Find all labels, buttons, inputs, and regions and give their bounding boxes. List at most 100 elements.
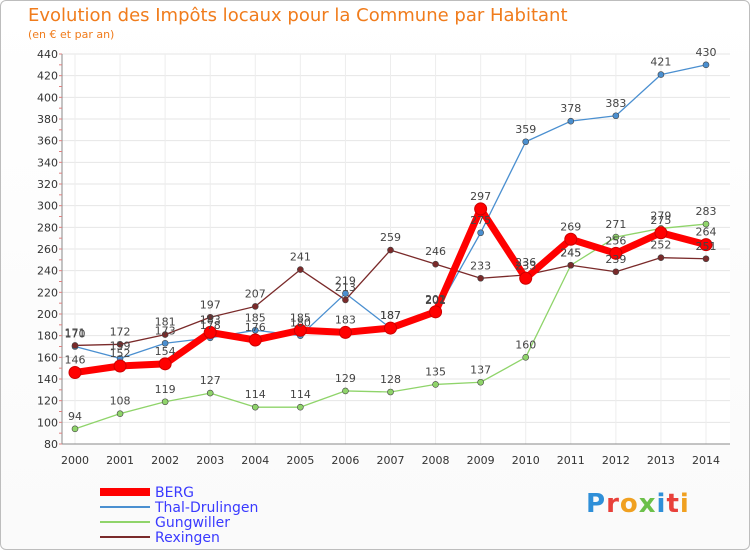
data-label: 183 <box>335 313 356 326</box>
data-point <box>387 246 394 254</box>
data-label: 378 <box>560 102 581 115</box>
data-label: 152 <box>110 347 131 360</box>
data-label: 178 <box>200 319 221 332</box>
data-label: 128 <box>380 373 401 386</box>
data-label: 256 <box>605 234 626 247</box>
logo-letter: P <box>586 489 607 519</box>
data-point <box>248 333 262 347</box>
data-label: 159 <box>110 339 131 352</box>
data-label: 245 <box>560 246 581 259</box>
data-label: 180 <box>290 317 311 330</box>
data-point <box>612 112 620 120</box>
data-point <box>71 342 79 349</box>
data-label: 239 <box>605 253 626 266</box>
data-point <box>116 341 124 348</box>
data-label: 171 <box>65 326 86 339</box>
data-label: 201 <box>425 294 446 307</box>
data-point <box>612 233 620 241</box>
data-point <box>113 359 127 373</box>
data-label: 185 <box>290 311 311 324</box>
data-point <box>251 303 259 310</box>
data-point <box>161 398 169 406</box>
data-point <box>654 226 668 240</box>
data-point <box>702 61 710 69</box>
y-tick-label: 180 <box>37 330 58 343</box>
chart-title: Evolution des Impôts locaux pour la Comm… <box>28 5 568 26</box>
data-point <box>297 266 304 273</box>
x-tick-label: 2013 <box>647 454 675 467</box>
data-label: 264 <box>696 226 717 239</box>
x-tick-label: 2012 <box>602 454 630 467</box>
data-point <box>338 325 352 339</box>
x-tick-label: 2000 <box>61 454 89 467</box>
x-tick-label: 2003 <box>196 454 224 467</box>
logo-letter: t <box>666 489 680 519</box>
data-label: 251 <box>696 240 717 253</box>
x-tick-label: 2004 <box>241 454 269 467</box>
data-label: 146 <box>65 354 86 367</box>
data-label: 236 <box>515 256 536 269</box>
data-label: 233 <box>470 259 491 272</box>
data-label: 269 <box>560 220 581 233</box>
data-point <box>612 268 620 276</box>
x-tick-label: 2011 <box>557 454 585 467</box>
data-point <box>384 321 397 335</box>
data-label: 202 <box>425 293 446 306</box>
data-label: 283 <box>696 205 717 218</box>
data-label: 252 <box>650 239 671 252</box>
data-label: 119 <box>155 383 176 396</box>
data-point <box>522 138 530 146</box>
logo-letter: r <box>606 489 620 519</box>
y-tick-label: 340 <box>37 156 58 169</box>
data-point <box>477 378 484 386</box>
y-tick-label: 120 <box>37 395 58 408</box>
data-label: 246 <box>425 245 446 258</box>
data-point <box>609 246 623 260</box>
y-tick-label: 440 <box>37 48 58 61</box>
data-label: 137 <box>470 363 491 376</box>
data-point <box>251 403 259 411</box>
x-tick-label: 2014 <box>692 454 720 467</box>
legend-label: Thal-Drulingen <box>154 500 258 516</box>
data-label: 183 <box>200 313 221 326</box>
data-point <box>522 354 530 361</box>
data-point <box>519 271 533 285</box>
data-label: 219 <box>335 274 356 287</box>
data-label: 245 <box>560 246 581 259</box>
axes: 80 100 120 140 160 180 200 220 240 260 280 300 320 34… <box>37 48 730 467</box>
y-tick-label: 220 <box>37 286 58 299</box>
x-tick-label: 2002 <box>151 454 179 467</box>
y-tick-label: 140 <box>37 373 58 386</box>
data-point <box>161 331 169 338</box>
data-label: 233 <box>515 259 536 272</box>
data-label: 275 <box>470 214 491 227</box>
data-point <box>203 325 217 339</box>
x-tick-label: 2007 <box>377 454 405 467</box>
data-point <box>474 202 488 216</box>
data-label: 114 <box>290 388 311 401</box>
data-label: 135 <box>425 365 446 378</box>
data-point <box>432 260 439 268</box>
x-tick-label: 2009 <box>467 454 495 467</box>
data-label: 185 <box>245 311 266 324</box>
x-tick-label: 2005 <box>286 454 314 467</box>
data-point <box>116 410 124 417</box>
legend-label: BERG <box>155 485 194 501</box>
data-point <box>699 238 713 252</box>
data-label: 154 <box>155 345 176 358</box>
data-point <box>251 326 259 334</box>
data-point <box>657 71 665 78</box>
data-label: 197 <box>200 298 221 311</box>
x-tick-label: 2006 <box>331 454 359 467</box>
logo-letter: i <box>656 489 667 519</box>
legend-label: Rexingen <box>155 530 220 546</box>
data-point <box>567 261 575 269</box>
data-label: 207 <box>245 287 266 300</box>
data-label: 275 <box>650 214 671 227</box>
data-point <box>342 290 349 297</box>
data-point <box>342 296 349 304</box>
data-point <box>158 357 172 371</box>
